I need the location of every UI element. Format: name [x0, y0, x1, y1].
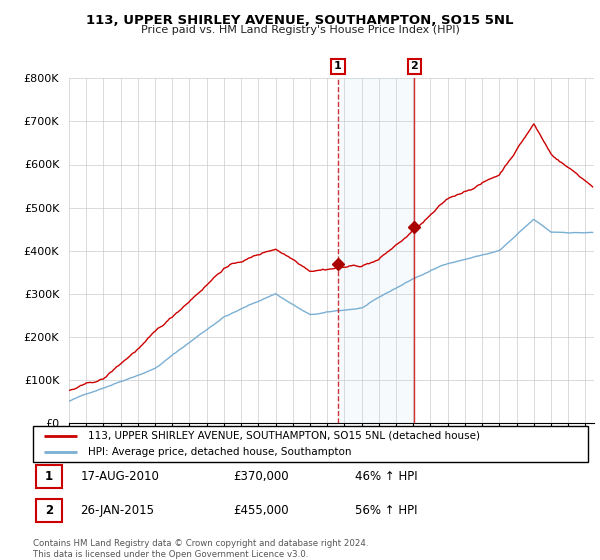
- Text: 17-AUG-2010: 17-AUG-2010: [80, 470, 159, 483]
- Text: 2: 2: [410, 62, 418, 72]
- Text: 26-JAN-2015: 26-JAN-2015: [80, 504, 154, 517]
- Text: 113, UPPER SHIRLEY AVENUE, SOUTHAMPTON, SO15 5NL (detached house): 113, UPPER SHIRLEY AVENUE, SOUTHAMPTON, …: [89, 431, 481, 441]
- Text: 46% ↑ HPI: 46% ↑ HPI: [355, 470, 418, 483]
- Bar: [36, 465, 62, 488]
- Bar: [36, 499, 62, 522]
- Text: £370,000: £370,000: [233, 470, 289, 483]
- Text: £455,000: £455,000: [233, 504, 289, 517]
- Text: 113, UPPER SHIRLEY AVENUE, SOUTHAMPTON, SO15 5NL: 113, UPPER SHIRLEY AVENUE, SOUTHAMPTON, …: [86, 14, 514, 27]
- Text: Contains HM Land Registry data © Crown copyright and database right 2024.
This d: Contains HM Land Registry data © Crown c…: [33, 539, 368, 559]
- Bar: [338, 78, 415, 423]
- Text: 1: 1: [334, 62, 342, 72]
- Text: Price paid vs. HM Land Registry's House Price Index (HPI): Price paid vs. HM Land Registry's House …: [140, 25, 460, 35]
- Text: HPI: Average price, detached house, Southampton: HPI: Average price, detached house, Sout…: [89, 447, 352, 457]
- Text: 2: 2: [45, 504, 53, 517]
- Text: 56% ↑ HPI: 56% ↑ HPI: [355, 504, 418, 517]
- Text: 1: 1: [45, 470, 53, 483]
